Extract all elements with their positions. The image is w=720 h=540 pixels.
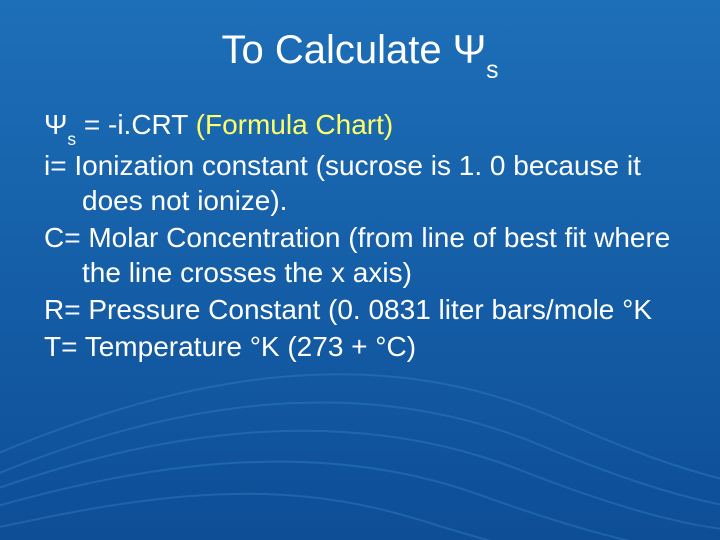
definition-r: R= Pressure Constant (0. 0831 liter bars…: [44, 292, 676, 327]
slide: To Calculate Ψs Ψs = -i.CRT (Formula Cha…: [0, 0, 720, 540]
slide-content: To Calculate Ψs Ψs = -i.CRT (Formula Cha…: [0, 0, 720, 364]
formula-chart-highlight: (Formula Chart): [196, 109, 394, 140]
definition-i: i= Ionization constant (sucrose is 1. 0 …: [44, 148, 676, 218]
definition-c: C= Molar Concentration (from line of bes…: [44, 220, 676, 290]
psi-subscript: s: [67, 129, 76, 149]
formula-line: Ψs = -i.CRT (Formula Chart): [44, 107, 676, 146]
title-subscript: s: [486, 57, 498, 84]
title-text: To Calculate Ψ: [221, 28, 486, 72]
psi-symbol: Ψ: [44, 109, 67, 140]
slide-body: Ψs = -i.CRT (Formula Chart) i= Ionizatio…: [44, 107, 676, 364]
definition-t: T= Temperature °K (273 + °C): [44, 329, 676, 364]
slide-title: To Calculate Ψs: [44, 28, 676, 79]
formula-eq: = -i.CRT: [76, 109, 196, 140]
